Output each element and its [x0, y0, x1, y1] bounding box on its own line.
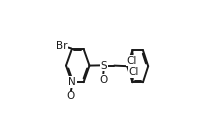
Text: S: S — [100, 61, 107, 71]
Text: N: N — [68, 77, 76, 87]
Text: Cl: Cl — [127, 56, 137, 66]
Text: O: O — [67, 91, 75, 101]
Text: Br: Br — [56, 41, 67, 51]
Text: O: O — [99, 75, 107, 85]
Text: Cl: Cl — [128, 67, 139, 77]
